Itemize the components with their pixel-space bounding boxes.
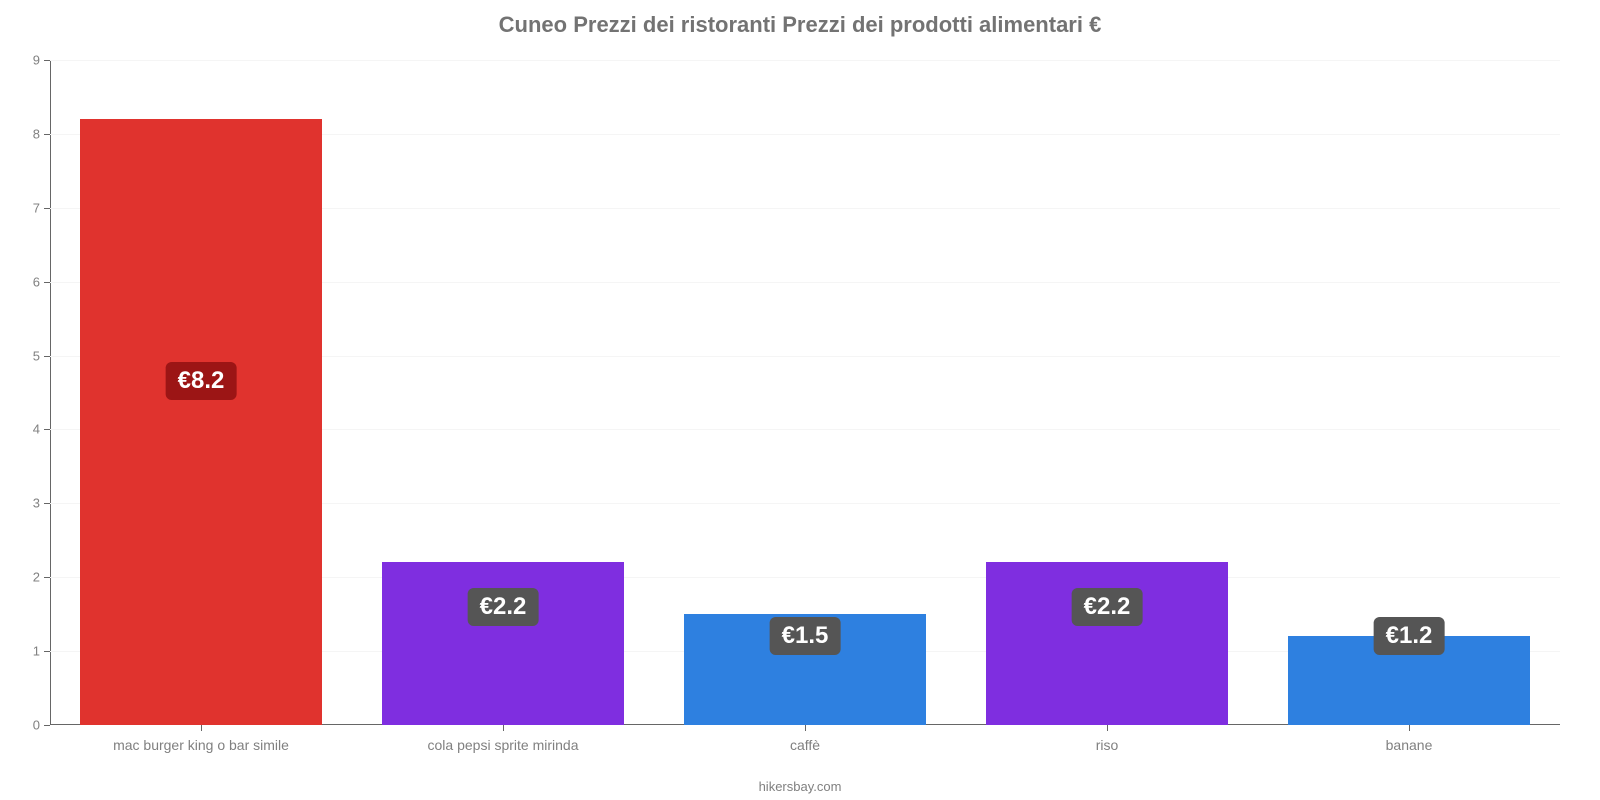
chart-area: 0123456789mac burger king o bar simile€8… (50, 60, 1560, 725)
plot-region: 0123456789mac burger king o bar simile€8… (50, 60, 1560, 725)
y-tick-label: 2 (33, 570, 50, 585)
x-tick-label: cola pepsi sprite mirinda (428, 725, 579, 753)
x-tick-label: riso (1096, 725, 1119, 753)
value-badge: €2.2 (1072, 588, 1143, 626)
y-tick-label: 6 (33, 274, 50, 289)
y-tick-label: 8 (33, 126, 50, 141)
y-tick-label: 0 (33, 718, 50, 733)
chart-title: Cuneo Prezzi dei ristoranti Prezzi dei p… (0, 0, 1600, 38)
attribution-text: hikersbay.com (0, 779, 1600, 794)
y-tick-label: 3 (33, 496, 50, 511)
gridline (50, 60, 1560, 61)
bar (80, 119, 322, 725)
y-tick-label: 5 (33, 348, 50, 363)
x-tick-label: banane (1386, 725, 1433, 753)
value-badge: €1.2 (1374, 617, 1445, 655)
y-axis (50, 60, 51, 725)
value-badge: €8.2 (166, 362, 237, 400)
y-tick-label: 9 (33, 53, 50, 68)
x-tick-label: mac burger king o bar simile (113, 725, 289, 753)
value-badge: €1.5 (770, 617, 841, 655)
x-tick-label: caffè (790, 725, 820, 753)
y-tick-label: 4 (33, 422, 50, 437)
y-tick-label: 1 (33, 644, 50, 659)
value-badge: €2.2 (468, 588, 539, 626)
y-tick-label: 7 (33, 200, 50, 215)
